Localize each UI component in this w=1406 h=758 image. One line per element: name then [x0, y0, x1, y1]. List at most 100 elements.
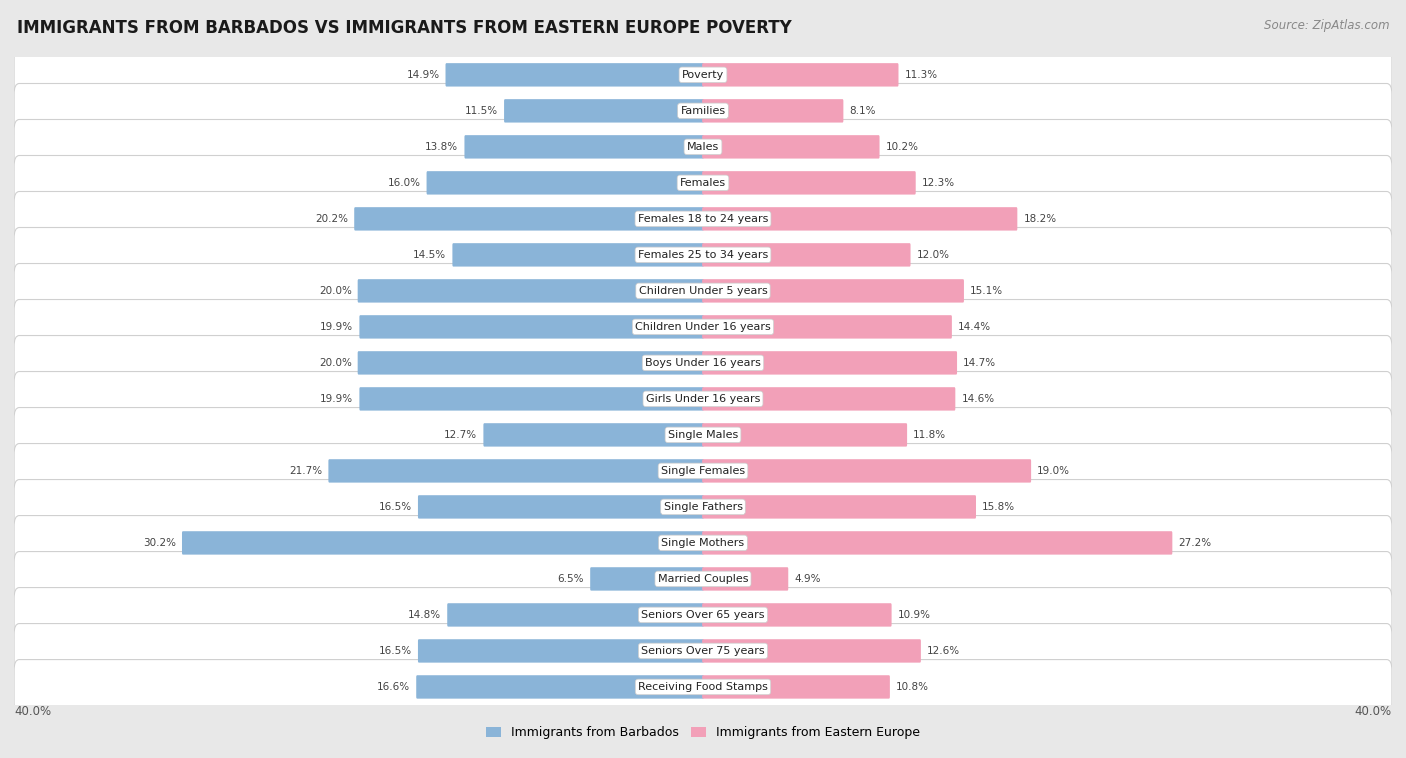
FancyBboxPatch shape [360, 315, 704, 339]
Text: 10.8%: 10.8% [896, 682, 929, 692]
FancyBboxPatch shape [702, 639, 921, 662]
Text: 20.2%: 20.2% [315, 214, 349, 224]
Text: IMMIGRANTS FROM BARBADOS VS IMMIGRANTS FROM EASTERN EUROPE POVERTY: IMMIGRANTS FROM BARBADOS VS IMMIGRANTS F… [17, 19, 792, 37]
Text: Females 25 to 34 years: Females 25 to 34 years [638, 250, 768, 260]
Text: Females 18 to 24 years: Females 18 to 24 years [638, 214, 768, 224]
FancyBboxPatch shape [14, 155, 1392, 210]
FancyBboxPatch shape [14, 480, 1392, 534]
FancyBboxPatch shape [14, 48, 1392, 102]
Text: 20.0%: 20.0% [319, 286, 352, 296]
Text: 19.9%: 19.9% [321, 322, 353, 332]
Text: 8.1%: 8.1% [849, 106, 876, 116]
Text: Seniors Over 65 years: Seniors Over 65 years [641, 610, 765, 620]
Text: 40.0%: 40.0% [1355, 705, 1392, 718]
FancyBboxPatch shape [14, 443, 1392, 498]
FancyBboxPatch shape [702, 423, 907, 446]
FancyBboxPatch shape [14, 227, 1392, 282]
Text: 4.9%: 4.9% [794, 574, 821, 584]
Text: 10.9%: 10.9% [897, 610, 931, 620]
Text: 12.7%: 12.7% [444, 430, 478, 440]
FancyBboxPatch shape [14, 587, 1392, 642]
Text: 12.6%: 12.6% [927, 646, 960, 656]
Text: Single Fathers: Single Fathers [664, 502, 742, 512]
Legend: Immigrants from Barbados, Immigrants from Eastern Europe: Immigrants from Barbados, Immigrants fro… [481, 721, 925, 744]
Text: Males: Males [688, 142, 718, 152]
FancyBboxPatch shape [702, 495, 976, 518]
FancyBboxPatch shape [14, 659, 1392, 714]
FancyBboxPatch shape [14, 299, 1392, 354]
Text: 30.2%: 30.2% [143, 538, 176, 548]
FancyBboxPatch shape [14, 192, 1392, 246]
Text: Children Under 5 years: Children Under 5 years [638, 286, 768, 296]
Text: 14.7%: 14.7% [963, 358, 997, 368]
Text: 11.5%: 11.5% [465, 106, 498, 116]
FancyBboxPatch shape [329, 459, 704, 483]
FancyBboxPatch shape [702, 243, 911, 267]
Text: 14.8%: 14.8% [408, 610, 441, 620]
Text: Children Under 16 years: Children Under 16 years [636, 322, 770, 332]
FancyBboxPatch shape [702, 135, 880, 158]
Text: Single Males: Single Males [668, 430, 738, 440]
FancyBboxPatch shape [702, 63, 898, 86]
Text: Seniors Over 75 years: Seniors Over 75 years [641, 646, 765, 656]
Text: 40.0%: 40.0% [14, 705, 51, 718]
FancyBboxPatch shape [702, 171, 915, 195]
FancyBboxPatch shape [354, 207, 704, 230]
FancyBboxPatch shape [14, 336, 1392, 390]
Text: Receiving Food Stamps: Receiving Food Stamps [638, 682, 768, 692]
Text: Girls Under 16 years: Girls Under 16 years [645, 394, 761, 404]
FancyBboxPatch shape [453, 243, 704, 267]
FancyBboxPatch shape [416, 675, 704, 699]
Text: 19.9%: 19.9% [321, 394, 353, 404]
FancyBboxPatch shape [702, 603, 891, 627]
Text: Boys Under 16 years: Boys Under 16 years [645, 358, 761, 368]
Text: 15.8%: 15.8% [981, 502, 1015, 512]
FancyBboxPatch shape [447, 603, 704, 627]
FancyBboxPatch shape [418, 639, 704, 662]
Text: 15.1%: 15.1% [970, 286, 1002, 296]
FancyBboxPatch shape [505, 99, 704, 123]
Text: 19.0%: 19.0% [1038, 466, 1070, 476]
FancyBboxPatch shape [181, 531, 704, 555]
FancyBboxPatch shape [357, 351, 704, 374]
FancyBboxPatch shape [702, 675, 890, 699]
Text: 21.7%: 21.7% [290, 466, 322, 476]
Text: 16.5%: 16.5% [378, 646, 412, 656]
Text: 12.0%: 12.0% [917, 250, 949, 260]
Text: 13.8%: 13.8% [425, 142, 458, 152]
FancyBboxPatch shape [357, 279, 704, 302]
Text: Married Couples: Married Couples [658, 574, 748, 584]
Text: 18.2%: 18.2% [1024, 214, 1056, 224]
FancyBboxPatch shape [702, 207, 1018, 230]
FancyBboxPatch shape [702, 459, 1031, 483]
Text: 16.5%: 16.5% [378, 502, 412, 512]
FancyBboxPatch shape [14, 515, 1392, 570]
Text: Females: Females [681, 178, 725, 188]
Text: 20.0%: 20.0% [319, 358, 352, 368]
FancyBboxPatch shape [446, 63, 704, 86]
FancyBboxPatch shape [14, 264, 1392, 318]
FancyBboxPatch shape [702, 315, 952, 339]
FancyBboxPatch shape [14, 371, 1392, 426]
Text: 11.3%: 11.3% [904, 70, 938, 80]
Text: Poverty: Poverty [682, 70, 724, 80]
Text: 27.2%: 27.2% [1178, 538, 1212, 548]
Text: 16.0%: 16.0% [388, 178, 420, 188]
FancyBboxPatch shape [14, 552, 1392, 606]
Text: 6.5%: 6.5% [558, 574, 583, 584]
Text: Source: ZipAtlas.com: Source: ZipAtlas.com [1264, 19, 1389, 32]
Text: 10.2%: 10.2% [886, 142, 918, 152]
FancyBboxPatch shape [464, 135, 704, 158]
Text: 12.3%: 12.3% [922, 178, 955, 188]
FancyBboxPatch shape [702, 567, 789, 590]
Text: 11.8%: 11.8% [912, 430, 946, 440]
Text: 14.6%: 14.6% [962, 394, 994, 404]
FancyBboxPatch shape [702, 531, 1173, 555]
FancyBboxPatch shape [14, 408, 1392, 462]
FancyBboxPatch shape [360, 387, 704, 411]
FancyBboxPatch shape [484, 423, 704, 446]
FancyBboxPatch shape [418, 495, 704, 518]
FancyBboxPatch shape [14, 83, 1392, 138]
FancyBboxPatch shape [591, 567, 704, 590]
FancyBboxPatch shape [426, 171, 704, 195]
